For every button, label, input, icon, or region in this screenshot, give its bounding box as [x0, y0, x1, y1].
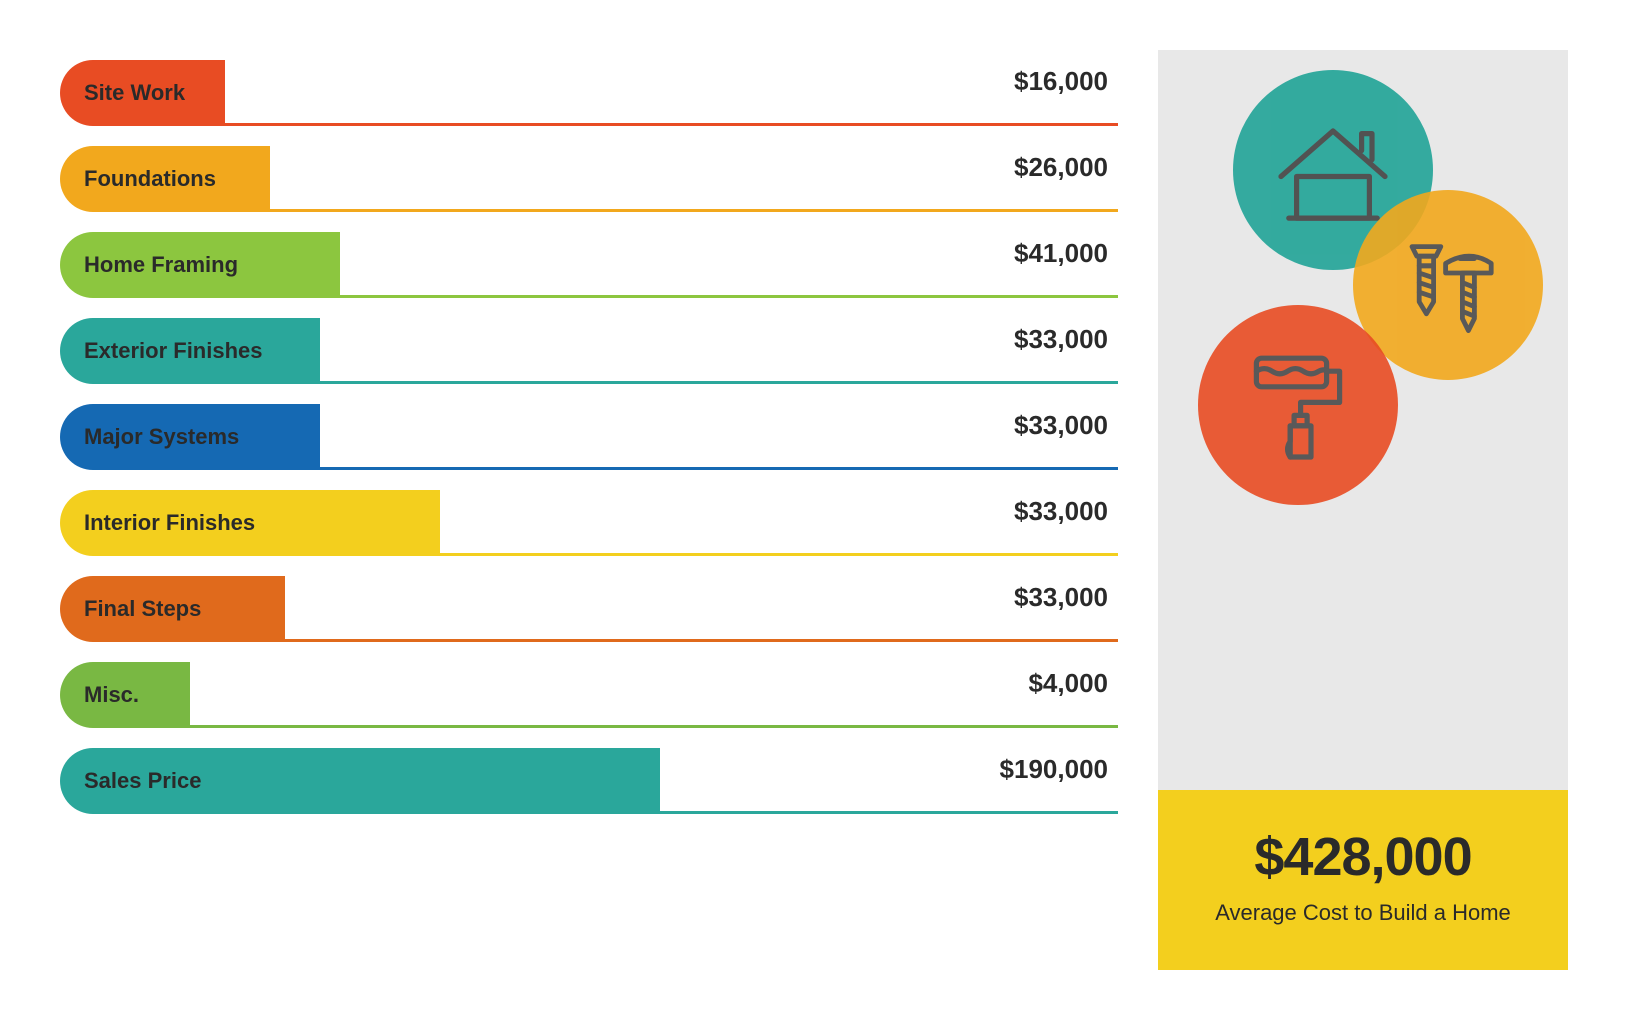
bar-underline — [225, 123, 1118, 126]
bar-underline — [270, 209, 1118, 212]
bar-pill: Major Systems — [60, 404, 320, 470]
paint-roller-icon — [1233, 340, 1363, 470]
bar-value: $41,000 — [1014, 238, 1108, 269]
bar-pill: Exterior Finishes — [60, 318, 320, 384]
bar-value: $4,000 — [1028, 668, 1108, 699]
bar-value: $33,000 — [1014, 324, 1108, 355]
paint-roller-circle — [1198, 305, 1398, 505]
bar-underline — [285, 639, 1118, 642]
total-cost-caption: Average Cost to Build a Home — [1178, 900, 1548, 926]
bar-label: Exterior Finishes — [84, 338, 263, 364]
bar-row: Misc. $4,000 — [60, 662, 1118, 728]
bar-value: $26,000 — [1014, 152, 1108, 183]
bar-label: Sales Price — [84, 768, 201, 794]
bar-value: $16,000 — [1014, 66, 1108, 97]
bar-underline — [660, 811, 1118, 814]
bar-row: Site Work $16,000 — [60, 60, 1118, 126]
bar-row: Interior Finishes $33,000 — [60, 490, 1118, 556]
icon-cluster — [1158, 50, 1568, 790]
bar-row: Major Systems $33,000 — [60, 404, 1118, 470]
bar-value: $33,000 — [1014, 410, 1108, 441]
cost-breakdown-chart: Site Work $16,000 Foundations $26,000 Home F… — [60, 50, 1118, 970]
bar-pill: Sales Price — [60, 748, 660, 814]
bar-underline — [320, 381, 1118, 384]
bar-label: Foundations — [84, 166, 216, 192]
bar-pill: Final Steps — [60, 576, 285, 642]
bar-underline — [190, 725, 1118, 728]
bar-value: $33,000 — [1014, 496, 1108, 527]
summary-panel: $428,000 Average Cost to Build a Home — [1158, 50, 1568, 970]
bar-pill: Foundations — [60, 146, 270, 212]
bar-label: Interior Finishes — [84, 510, 255, 536]
bar-label: Misc. — [84, 682, 139, 708]
bar-value: $190,000 — [1000, 754, 1108, 785]
house-icon — [1268, 105, 1398, 235]
bar-row: Exterior Finishes $33,000 — [60, 318, 1118, 384]
bar-underline — [320, 467, 1118, 470]
bar-pill: Site Work — [60, 60, 225, 126]
bar-row: Home Framing $41,000 — [60, 232, 1118, 298]
total-cost-box: $428,000 Average Cost to Build a Home — [1158, 790, 1568, 970]
bar-pill: Misc. — [60, 662, 190, 728]
bar-value: $33,000 — [1014, 582, 1108, 613]
screws-icon — [1388, 225, 1508, 345]
bar-underline — [340, 295, 1118, 298]
bar-label: Major Systems — [84, 424, 239, 450]
bar-row: Sales Price $190,000 — [60, 748, 1118, 814]
bar-row: Final Steps $33,000 — [60, 576, 1118, 642]
bar-row: Foundations $26,000 — [60, 146, 1118, 212]
bar-pill: Home Framing — [60, 232, 340, 298]
bar-underline — [440, 553, 1118, 556]
bar-label: Final Steps — [84, 596, 201, 622]
bar-pill: Interior Finishes — [60, 490, 440, 556]
total-cost-value: $428,000 — [1178, 826, 1548, 888]
bar-label: Site Work — [84, 80, 185, 106]
bar-label: Home Framing — [84, 252, 238, 278]
